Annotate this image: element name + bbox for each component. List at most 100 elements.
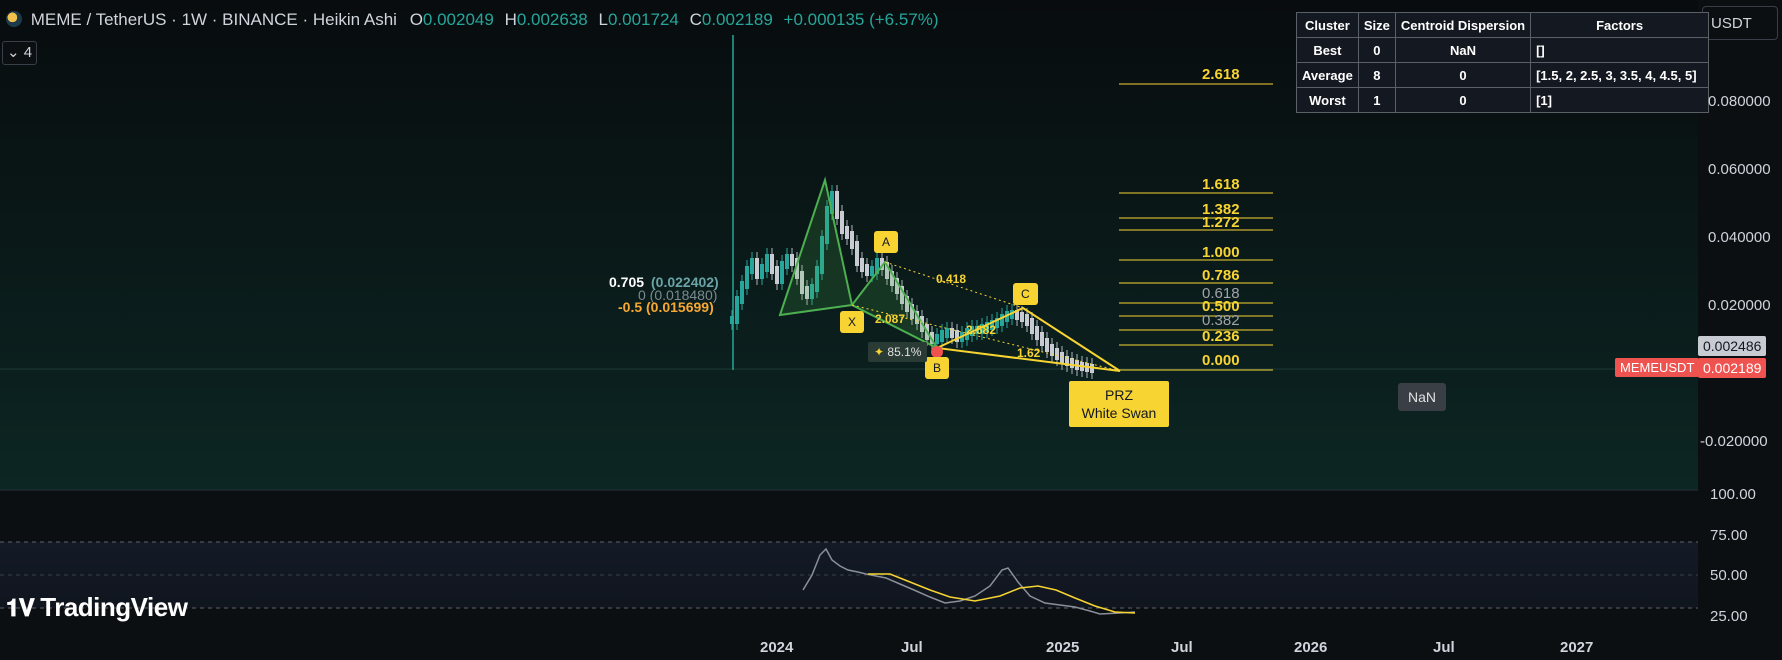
candle-body [825,206,829,244]
candle-body [940,330,944,342]
rsi-axis-label: 50.00 [1710,567,1748,584]
candle-body [850,231,854,249]
table-header: Cluster [1296,12,1359,38]
table-cell: 0 [1394,62,1532,88]
retracement-label: 0 (0.018480) [638,287,718,303]
candle-body [800,271,804,294]
currency-selector[interactable]: USDT [1702,6,1778,40]
indicator-collapse-button[interactable]: ⌄ 4 [2,41,37,65]
pattern-dotted-xd [851,304,1121,372]
fib-level-label: 0.618 [1202,285,1240,302]
tradingview-logo[interactable]: 𝟏𝐕 TradingView [6,592,188,623]
candle-body [955,330,959,342]
candle-body [885,262,889,279]
candle-body [1000,314,1004,326]
low-value: 0.001724 [607,10,679,29]
candle-body [1090,364,1094,373]
tradingview-icon: 𝟏𝐕 [6,595,35,622]
nan-label: NaN [1398,383,1446,411]
rsi-indicator [802,547,1136,615]
candle-body [785,254,789,269]
change-value: +0.000135 (+6.57%) [783,10,939,29]
candle-body [755,258,759,279]
candle-body [750,258,754,274]
candle-body [1015,310,1019,320]
table-row: Worst 1 0 [1] [1296,87,1710,113]
probability-badge: ✦ 85.1% [868,342,928,362]
candle-body [1010,310,1014,319]
cluster-table: Cluster Size Centroid Dispersion Factors… [1296,12,1710,113]
close-label: C [689,10,702,29]
candle-body [860,258,864,272]
table-cell: Best [1296,37,1359,63]
table-cell: [] [1530,37,1710,63]
rsi-line [802,547,1136,615]
candle-body [765,254,769,272]
table-cell: Average [1296,62,1359,88]
candle-body [775,266,779,284]
fib-level-label: 2.618 [1202,66,1240,83]
candle-body [760,264,764,279]
candle-body [855,241,859,266]
fib-level-label: 0.236 [1202,328,1240,345]
candle-body [870,266,874,276]
candle-body [895,278,899,294]
time-axis-label: 2024 [760,639,794,656]
rsi-ma-line [868,573,1136,614]
pattern-point-b-marker [931,346,943,358]
candle-body [770,254,774,274]
candle-body [1035,326,1039,340]
fib-level-label: 1.382 [1202,201,1240,218]
table-cell: Worst [1296,87,1359,113]
close-value: 0.002189 [701,10,773,29]
symbol-price-tag: 0.002189 [1698,358,1767,378]
price-axis-label: 0.080000 [1708,93,1771,110]
retracement-label: (0.022402) [651,274,719,290]
open-value: 0.002049 [422,10,494,29]
price-axis-label: 0.040000 [1708,229,1771,246]
pattern-dotted-ac [884,261,1024,309]
candle-body [840,211,844,234]
tradingview-wordmark: TradingView [40,592,188,622]
pattern-triangle-xa [778,176,854,317]
low-label: L [598,10,608,29]
symbol-tag: MEMEUSDT [1615,358,1700,377]
table-cell: [1.5, 2, 2.5, 3, 3.5, 4, 4.5, 5] [1530,62,1710,88]
candle-body [900,286,904,304]
butterfly-icon: ✦ [874,345,888,359]
candle-body [1055,348,1059,360]
candle-body [980,324,984,334]
table-row: Best 0 NaN [] [1296,37,1710,63]
ratio-label: 1.62 [1017,346,1041,360]
table-header: Size [1357,12,1396,38]
candle-body [835,191,839,219]
table-cell: 0 [1357,37,1396,63]
high-label: H [504,10,517,29]
candle-body [805,286,809,299]
table-header: Centroid Dispersion [1394,12,1532,38]
candle-body [1025,314,1029,326]
fib-level-label: 1.618 [1202,176,1240,193]
symbol-title[interactable]: MEME / TetherUS · 1W · BINANCE · Heikin … [30,10,397,29]
table-header: Factors [1530,12,1710,38]
time-axis-label: 2027 [1560,639,1594,656]
candle-body [985,322,989,332]
candle-body [1030,318,1034,334]
candle-body [1020,312,1024,322]
open-label: O [409,10,423,29]
candle-body [990,320,994,330]
candle-body [865,264,869,276]
candle-body [815,266,819,292]
candle-body [740,281,744,304]
rsi-axis-label: 25.00 [1710,608,1748,625]
candle-body [935,334,939,344]
candle-body [1045,338,1049,352]
symbol-header: MEME / TetherUS · 1W · BINANCE · Heikin … [6,10,945,30]
rsi-axis-label: 100.00 [1710,486,1756,503]
rsi-axis-label: 75.00 [1710,527,1748,544]
fib-level-label: 0.786 [1202,267,1240,284]
fib-level-label: 1.272 [1202,214,1240,231]
candle-body [950,328,954,338]
candle-body [830,191,834,214]
